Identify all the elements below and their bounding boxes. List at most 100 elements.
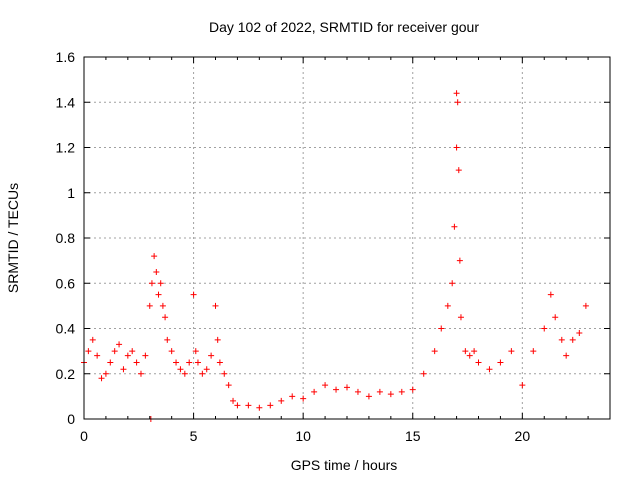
- data-point: [159, 302, 166, 309]
- y-tick-label: 1.2: [56, 140, 76, 156]
- data-point: [129, 348, 136, 355]
- data-point: [576, 330, 583, 337]
- data-point: [256, 404, 263, 411]
- data-point: [457, 314, 464, 321]
- data-point: [216, 359, 223, 366]
- y-tick-label: 1.4: [56, 94, 76, 110]
- data-point: [466, 352, 473, 359]
- data-point: [155, 291, 162, 298]
- data-point: [376, 388, 383, 395]
- x-axis-title: GPS time / hours: [291, 457, 398, 473]
- data-point: [111, 348, 118, 355]
- data-point: [431, 348, 438, 355]
- data-point: [289, 393, 296, 400]
- data-point: [157, 280, 164, 287]
- data-point: [558, 336, 565, 343]
- x-tick-label: 0: [80, 428, 88, 444]
- data-point: [142, 352, 149, 359]
- data-point: [456, 257, 463, 264]
- data-point: [569, 336, 576, 343]
- data-point: [203, 366, 210, 373]
- data-point: [444, 302, 451, 309]
- data-point: [519, 382, 526, 389]
- plot-frame: [83, 56, 611, 420]
- data-point: [453, 90, 460, 97]
- data-point: [120, 366, 127, 373]
- y-tick-label: 0.2: [56, 366, 76, 382]
- data-point: [300, 395, 307, 402]
- data-point: [89, 336, 96, 343]
- data-point: [267, 402, 274, 409]
- data-point: [354, 388, 361, 395]
- data-point: [137, 370, 144, 377]
- y-tick-label: 0.8: [56, 230, 76, 246]
- data-point: [333, 386, 340, 393]
- data-point: [420, 370, 427, 377]
- data-point: [151, 253, 158, 260]
- data-point: [168, 348, 175, 355]
- data-point: [225, 382, 232, 389]
- y-tick-label: 0.6: [56, 275, 76, 291]
- data-points: [81, 90, 589, 422]
- data-point: [181, 370, 188, 377]
- data-point: [116, 341, 123, 348]
- data-point: [164, 336, 171, 343]
- y-tick-labels: 0 0.2 0.4 0.6 0.8 1 1.2 1.4 1.6: [56, 49, 76, 427]
- data-point: [311, 388, 318, 395]
- data-point: [98, 375, 105, 382]
- y-tick-label: 0: [67, 411, 75, 427]
- data-point: [475, 359, 482, 366]
- data-point: [245, 402, 252, 409]
- data-point: [199, 370, 206, 377]
- data-point: [455, 167, 462, 174]
- x-tick-label: 15: [405, 428, 421, 444]
- data-point: [234, 402, 241, 409]
- data-point: [194, 359, 201, 366]
- data-point: [148, 280, 155, 287]
- data-point: [153, 268, 160, 275]
- axis-ticks: [83, 56, 610, 420]
- data-point: [212, 302, 219, 309]
- data-point: [454, 99, 461, 106]
- data-point: [107, 359, 114, 366]
- x-tick-label: 20: [515, 428, 531, 444]
- data-point: [471, 348, 478, 355]
- data-point: [124, 352, 131, 359]
- data-point: [530, 348, 537, 355]
- data-point: [186, 359, 193, 366]
- data-point: [230, 397, 237, 404]
- data-point: [102, 370, 109, 377]
- x-tick-label: 5: [190, 428, 198, 444]
- data-point: [85, 348, 92, 355]
- data-point: [192, 348, 199, 355]
- x-tick-labels: 0 5 10 15 20: [80, 428, 530, 444]
- data-point: [398, 388, 405, 395]
- y-axis-title: SRMTID / TECUs: [5, 183, 21, 293]
- data-point: [563, 352, 570, 359]
- chart-title: Day 102 of 2022, SRMTID for receiver gou…: [209, 19, 479, 35]
- data-point: [173, 359, 180, 366]
- data-point: [449, 280, 456, 287]
- y-tick-label: 1: [67, 185, 75, 201]
- data-point: [497, 359, 504, 366]
- data-point: [547, 291, 554, 298]
- y-tick-label: 0.4: [56, 321, 76, 337]
- data-point: [508, 348, 515, 355]
- data-point: [214, 336, 221, 343]
- data-point: [365, 393, 372, 400]
- data-point: [451, 223, 458, 230]
- data-point: [541, 325, 548, 332]
- data-point: [552, 314, 559, 321]
- data-point: [582, 302, 589, 309]
- data-point: [190, 291, 197, 298]
- data-point: [409, 386, 416, 393]
- data-point: [462, 348, 469, 355]
- data-point: [438, 325, 445, 332]
- data-point: [486, 366, 493, 373]
- data-point: [278, 397, 285, 404]
- data-point: [177, 366, 184, 373]
- data-point: [344, 384, 350, 391]
- data-point: [453, 144, 460, 151]
- data-point: [322, 382, 329, 389]
